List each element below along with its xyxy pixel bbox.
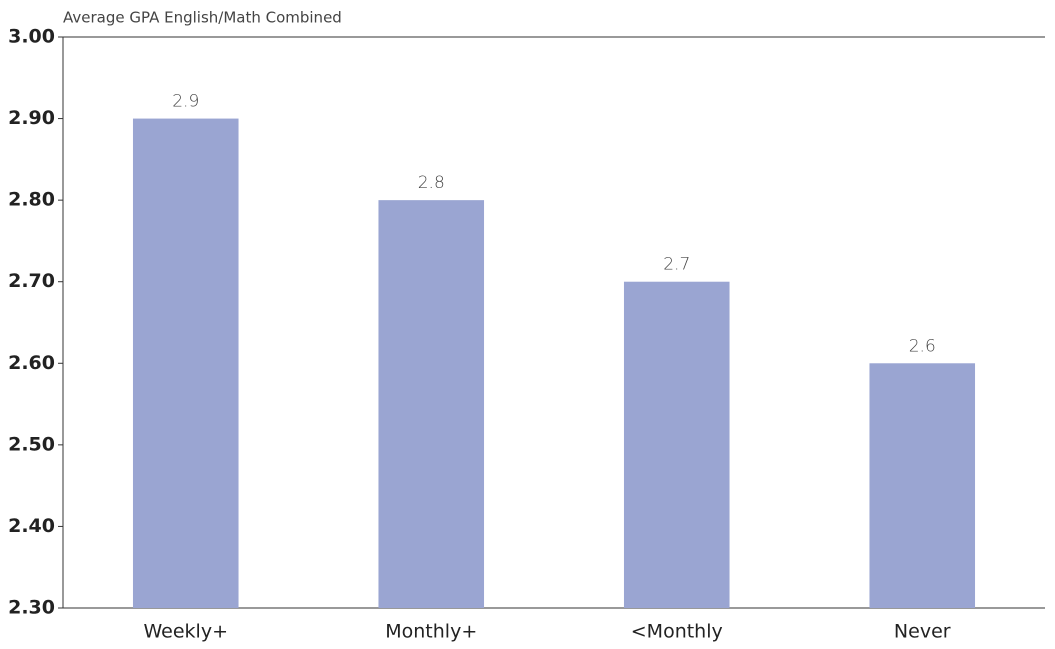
y-tick-label: 2.60: [8, 352, 55, 374]
data-label: 2.8: [418, 173, 445, 193]
data-label: 2.6: [909, 336, 936, 356]
y-axis-label: Average GPA English/Math Combined: [63, 9, 342, 27]
y-tick-label: 2.90: [8, 107, 55, 129]
data-label: 2.9: [172, 92, 199, 112]
y-tick-label: 2.40: [8, 515, 55, 537]
y-tick-label: 2.50: [8, 433, 55, 455]
y-tick-label: 2.70: [8, 270, 55, 292]
bar: [132, 118, 239, 609]
x-tick-label: Never: [894, 621, 951, 643]
y-tick-label: 2.30: [8, 597, 55, 619]
x-tick-label: Monthly+: [385, 621, 477, 643]
x-tick-label: Weekly+: [144, 621, 229, 643]
bar: [623, 281, 730, 608]
data-label: 2.7: [663, 255, 690, 275]
bar: [378, 200, 485, 608]
y-tick-label: 2.80: [8, 189, 55, 211]
x-tick-label: <Monthly: [631, 621, 723, 643]
bar: [869, 363, 976, 608]
y-tick-label: 3.00: [8, 26, 55, 48]
